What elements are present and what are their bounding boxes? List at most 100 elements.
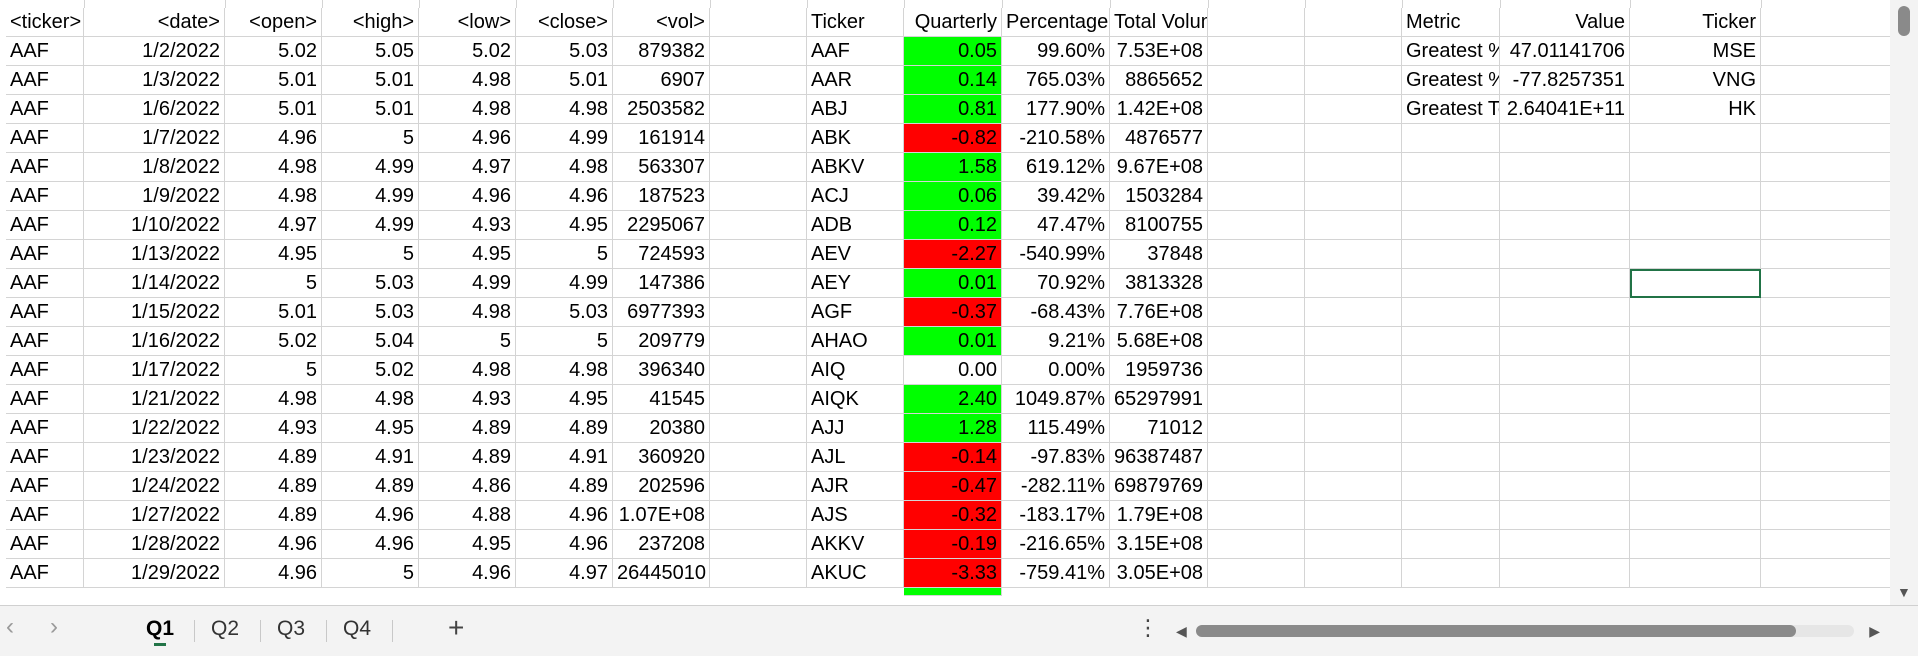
metric-value-cell[interactable]: 2.64041E+11: [1500, 95, 1630, 124]
cell[interactable]: [1305, 327, 1402, 356]
stock-cell[interactable]: 4.95: [322, 414, 419, 443]
cell[interactable]: [1305, 501, 1402, 530]
stock-cell[interactable]: 237208: [613, 530, 710, 559]
cell[interactable]: [1305, 211, 1402, 240]
summary-ticker-cell[interactable]: AEY: [807, 269, 904, 298]
stock-cell[interactable]: 1/8/2022: [84, 153, 225, 182]
percentage-cell[interactable]: 1049.87%: [1002, 385, 1110, 414]
column-header-j[interactable]: [904, 0, 1003, 8]
stock-cell[interactable]: 5.01: [322, 95, 419, 124]
cell[interactable]: [1305, 559, 1402, 588]
column-title-b[interactable]: <date>: [84, 8, 225, 37]
cell[interactable]: [1208, 182, 1305, 211]
cell[interactable]: [1761, 37, 1891, 66]
cell[interactable]: [1761, 472, 1891, 501]
cell[interactable]: [710, 559, 807, 588]
quarterly-change-cell[interactable]: 1.28: [904, 414, 1002, 443]
stock-cell[interactable]: 41545: [613, 385, 710, 414]
summary-ticker-cell[interactable]: AEV: [807, 240, 904, 269]
cell[interactable]: [1761, 211, 1891, 240]
column-header-q[interactable]: [1630, 0, 1762, 8]
stock-cell[interactable]: 5: [419, 327, 516, 356]
metric-name-cell[interactable]: Greatest % Increase: [1402, 37, 1500, 66]
cell[interactable]: [1305, 356, 1402, 385]
stock-cell[interactable]: AAF: [6, 443, 84, 472]
stock-cell[interactable]: 1/24/2022: [84, 472, 225, 501]
column-header-h[interactable]: [710, 0, 808, 8]
column-header-o[interactable]: [1402, 0, 1501, 8]
column-title-f[interactable]: <close>: [516, 8, 613, 37]
column-title-j[interactable]: Quarterly: [904, 8, 1002, 37]
next-sheet-icon[interactable]: ›: [50, 613, 58, 640]
stock-cell[interactable]: 4.91: [322, 443, 419, 472]
cell[interactable]: [1500, 182, 1630, 211]
cell[interactable]: [1761, 385, 1891, 414]
stock-cell[interactable]: 4.96: [516, 182, 613, 211]
cell[interactable]: [1208, 385, 1305, 414]
stock-cell[interactable]: 4.98: [225, 385, 322, 414]
stock-cell[interactable]: 4.99: [322, 153, 419, 182]
sheet-tab-q2[interactable]: Q2: [200, 610, 250, 648]
quarterly-change-cell[interactable]: 0.14: [904, 66, 1002, 95]
quarterly-change-cell[interactable]: -2.27: [904, 240, 1002, 269]
stock-cell[interactable]: 4.99: [516, 124, 613, 153]
stock-cell[interactable]: 5.02: [225, 37, 322, 66]
stock-cell[interactable]: 4.89: [516, 472, 613, 501]
cell[interactable]: [1305, 8, 1402, 37]
total-volume-cell[interactable]: 3813328: [1110, 269, 1208, 298]
stock-cell[interactable]: 4.98: [225, 182, 322, 211]
column-header-e[interactable]: [419, 0, 517, 8]
stock-cell[interactable]: 4.89: [419, 414, 516, 443]
percentage-cell[interactable]: -759.41%: [1002, 559, 1110, 588]
total-volume-cell[interactable]: 5.68E+08: [1110, 327, 1208, 356]
cell[interactable]: [1305, 182, 1402, 211]
cell[interactable]: [1208, 66, 1305, 95]
cell[interactable]: [1500, 269, 1630, 298]
stock-cell[interactable]: 4.95: [516, 385, 613, 414]
cell[interactable]: [1208, 240, 1305, 269]
stock-cell[interactable]: 4.96: [322, 530, 419, 559]
scroll-right-arrow-icon[interactable]: ▶: [1869, 623, 1880, 639]
total-volume-cell[interactable]: 69879769: [1110, 472, 1208, 501]
stock-cell[interactable]: 1/27/2022: [84, 501, 225, 530]
stock-cell[interactable]: 4.93: [419, 385, 516, 414]
stock-cell[interactable]: AAF: [6, 37, 84, 66]
quarterly-change-cell[interactable]: 2.40: [904, 385, 1002, 414]
stock-cell[interactable]: AAF: [6, 95, 84, 124]
total-volume-cell[interactable]: 3.15E+08: [1110, 530, 1208, 559]
quarterly-change-cell[interactable]: 0.01: [904, 327, 1002, 356]
cell[interactable]: [1208, 153, 1305, 182]
cell[interactable]: [1761, 298, 1891, 327]
stock-cell[interactable]: 161914: [613, 124, 710, 153]
stock-cell[interactable]: 4.98: [419, 95, 516, 124]
stock-cell[interactable]: 4.96: [225, 124, 322, 153]
quarterly-change-cell[interactable]: -0.37: [904, 298, 1002, 327]
summary-ticker-cell[interactable]: AIQ: [807, 356, 904, 385]
stock-cell[interactable]: 4.96: [419, 182, 516, 211]
cell[interactable]: [710, 356, 807, 385]
prev-sheet-icon[interactable]: ‹: [6, 613, 14, 640]
cell[interactable]: [1208, 356, 1305, 385]
cell[interactable]: [1402, 298, 1500, 327]
percentage-cell[interactable]: 0.00%: [1002, 356, 1110, 385]
percentage-cell[interactable]: 70.92%: [1002, 269, 1110, 298]
cell[interactable]: [1500, 414, 1630, 443]
cell[interactable]: [1630, 414, 1761, 443]
stock-cell[interactable]: 1/2/2022: [84, 37, 225, 66]
stock-cell[interactable]: AAF: [6, 269, 84, 298]
stock-cell[interactable]: 5.04: [322, 327, 419, 356]
stock-cell[interactable]: 5.03: [516, 298, 613, 327]
cell[interactable]: [1500, 385, 1630, 414]
total-volume-cell[interactable]: 7.53E+08: [1110, 37, 1208, 66]
stock-cell[interactable]: 4.89: [322, 472, 419, 501]
stock-cell[interactable]: 202596: [613, 472, 710, 501]
percentage-cell[interactable]: 9.21%: [1002, 327, 1110, 356]
cell[interactable]: [1630, 356, 1761, 385]
stock-cell[interactable]: 2295067: [613, 211, 710, 240]
cell[interactable]: [1500, 211, 1630, 240]
column-header-p[interactable]: [1500, 0, 1631, 8]
column-header-k[interactable]: [1002, 0, 1111, 8]
cell[interactable]: [1208, 327, 1305, 356]
cell[interactable]: [710, 95, 807, 124]
quarterly-change-cell[interactable]: -0.32: [904, 501, 1002, 530]
